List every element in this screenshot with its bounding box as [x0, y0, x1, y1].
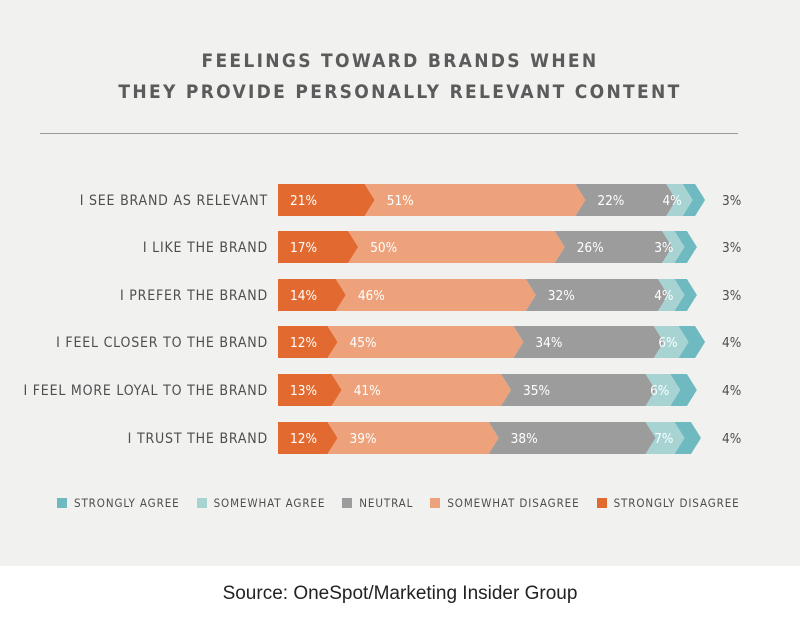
- legend-swatch: [596, 498, 607, 508]
- category-label: I FEEL CLOSER TO THE BRAND: [56, 335, 268, 351]
- bar-segment-somewhat-agree: [662, 231, 685, 263]
- value-label: 4%: [722, 335, 741, 351]
- value-label: 51%: [387, 193, 414, 209]
- value-label: 6%: [658, 335, 677, 351]
- value-label: 3%: [722, 240, 741, 256]
- bar-segment-neutral: [488, 422, 656, 454]
- value-label: 12%: [290, 335, 317, 351]
- bar-segment-somewhat-disagree: [327, 422, 499, 454]
- bar-segment-neutral: [513, 326, 664, 358]
- value-label: 4%: [662, 193, 681, 209]
- value-label: 3%: [654, 240, 673, 256]
- legend-item: NEUTRAL: [342, 496, 413, 510]
- bar-segment-somewhat-agree: [645, 374, 681, 406]
- value-label: 3%: [722, 193, 741, 209]
- value-label: 22%: [597, 193, 624, 209]
- legend-item: STRONGLY AGREE: [57, 496, 180, 510]
- value-label: 4%: [722, 431, 741, 447]
- bar-segment-somewhat-agree: [645, 422, 685, 454]
- bar-segment-somewhat-agree: [658, 279, 685, 311]
- category-label: I SEE BRAND AS RELEVANT: [80, 193, 268, 209]
- value-label: 13%: [290, 383, 317, 399]
- value-label: 39%: [350, 431, 377, 447]
- bar-segment-somewhat-agree: [653, 326, 689, 358]
- title-divider: [40, 133, 738, 134]
- value-label: 35%: [523, 383, 550, 399]
- legend-item: STRONGLY DISAGREE: [596, 496, 740, 510]
- legend-swatch: [57, 498, 67, 508]
- bar-segment-strongly-agree: [682, 184, 706, 216]
- value-label: 12%: [290, 431, 317, 447]
- stacked-bar-chart: I SEE BRAND AS RELEVANT 21% 51% 22% 4% 3% I LI…: [23, 184, 741, 454]
- value-label: 4%: [654, 288, 673, 304]
- bar-segment-neutral: [575, 184, 677, 216]
- bar-segment-neutral: [554, 231, 673, 263]
- chart-legend: STRONGLY AGREE SOMEWHAT AGREE NEUTRAL SOMEW…: [57, 495, 757, 511]
- category-label: I LIKE THE BRAND: [143, 240, 268, 256]
- value-label: 21%: [290, 193, 317, 209]
- legend-label: NEUTRAL: [359, 496, 414, 510]
- bar-segment-strongly-disagree: [278, 231, 359, 263]
- bar-segment-neutral: [525, 279, 668, 311]
- value-label: 34%: [535, 335, 562, 351]
- legend-label: STRONGLY DISAGREE: [613, 496, 740, 510]
- value-label: 38%: [511, 431, 538, 447]
- value-label: 3%: [722, 288, 741, 304]
- bar-segment-strongly-agree: [674, 422, 701, 454]
- legend-label: SOMEWHAT DISAGREE: [447, 496, 580, 510]
- bar-segment-strongly-disagree: [278, 184, 375, 216]
- value-label: 7%: [654, 431, 673, 447]
- chart-panel: FEELINGS TOWARD BRANDS WHEN THEY PROVIDE…: [0, 0, 800, 566]
- bar-segment-strongly-disagree: [278, 374, 342, 406]
- value-label: 50%: [370, 240, 397, 256]
- value-label: 26%: [577, 240, 604, 256]
- value-label: 6%: [650, 383, 669, 399]
- value-label: 32%: [548, 288, 575, 304]
- value-label: 46%: [358, 288, 385, 304]
- value-label: 14%: [290, 288, 317, 304]
- bar-segment-strongly-agree: [674, 279, 697, 311]
- category-label: I FEEL MORE LOYAL TO THE BRAND: [23, 383, 268, 399]
- legend-item: SOMEWHAT AGREE: [196, 496, 326, 510]
- bar-segment-neutral: [501, 374, 656, 406]
- category-label: I PREFER THE BRAND: [120, 288, 268, 304]
- bar-segment-strongly-agree: [678, 326, 706, 358]
- bar-segment-strongly-disagree: [278, 279, 346, 311]
- bar-segment-somewhat-disagree: [327, 326, 524, 358]
- value-label: 45%: [350, 335, 377, 351]
- source-caption: Source: OneSpot/Marketing Insider Group: [222, 583, 578, 604]
- legend-label: STRONGLY AGREE: [74, 496, 180, 510]
- legend-swatch: [430, 498, 441, 508]
- legend-item: SOMEWHAT DISAGREE: [430, 496, 579, 510]
- bar-segment-strongly-disagree: [278, 422, 338, 454]
- bar-segment-strongly-agree: [674, 231, 697, 263]
- chart-title: FEELINGS TOWARD BRANDS WHEN THEY PROVIDE…: [0, 46, 800, 108]
- category-label: I TRUST THE BRAND: [128, 431, 268, 447]
- bar-segment-strongly-disagree: [278, 326, 338, 358]
- legend-swatch: [342, 498, 353, 508]
- bar-segment-strongly-agree: [670, 374, 697, 406]
- value-label: 17%: [290, 240, 317, 256]
- bar-segment-somewhat-disagree: [364, 184, 586, 216]
- bar-segment-somewhat-disagree: [335, 279, 536, 311]
- chart-title-line-2: THEY PROVIDE PERSONALLY RELEVANT CONTENT: [118, 81, 682, 103]
- value-label: 4%: [722, 383, 741, 399]
- bar-segment-somewhat-disagree: [331, 374, 511, 406]
- legend-label: SOMEWHAT AGREE: [213, 496, 326, 510]
- chart-title-line-1: FEELINGS TOWARD BRANDS WHEN: [201, 50, 599, 72]
- legend-swatch: [196, 498, 207, 508]
- value-label: 41%: [354, 383, 381, 399]
- bar-segment-somewhat-disagree: [348, 231, 565, 263]
- bar-segment-somewhat-agree: [666, 184, 693, 216]
